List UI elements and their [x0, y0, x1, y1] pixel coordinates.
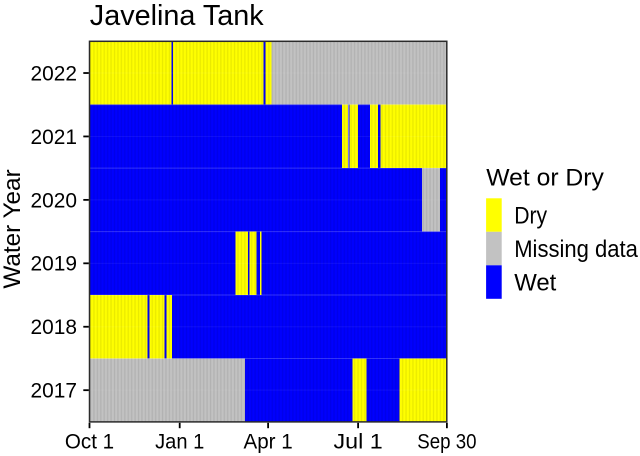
- svg-text:2021: 2021: [31, 126, 78, 149]
- svg-text:2018: 2018: [31, 316, 78, 339]
- svg-text:2017: 2017: [31, 380, 78, 403]
- svg-text:Jan 1: Jan 1: [155, 430, 204, 453]
- svg-text:Jul 1: Jul 1: [334, 430, 383, 453]
- svg-text:Apr 1: Apr 1: [244, 430, 293, 453]
- svg-text:Wet or Dry: Wet or Dry: [486, 165, 604, 192]
- svg-text:Oct 1: Oct 1: [65, 430, 114, 453]
- svg-text:Water Year: Water Year: [0, 169, 26, 288]
- svg-text:Javelina Tank: Javelina Tank: [90, 0, 264, 32]
- svg-text:2019: 2019: [31, 253, 78, 276]
- svg-text:Dry: Dry: [514, 203, 547, 230]
- svg-text:Sep 30: Sep 30: [417, 430, 476, 453]
- svg-text:2020: 2020: [31, 189, 78, 212]
- svg-text:Wet: Wet: [514, 270, 556, 297]
- svg-text:2022: 2022: [31, 62, 78, 85]
- svg-text:Missing data: Missing data: [514, 236, 638, 263]
